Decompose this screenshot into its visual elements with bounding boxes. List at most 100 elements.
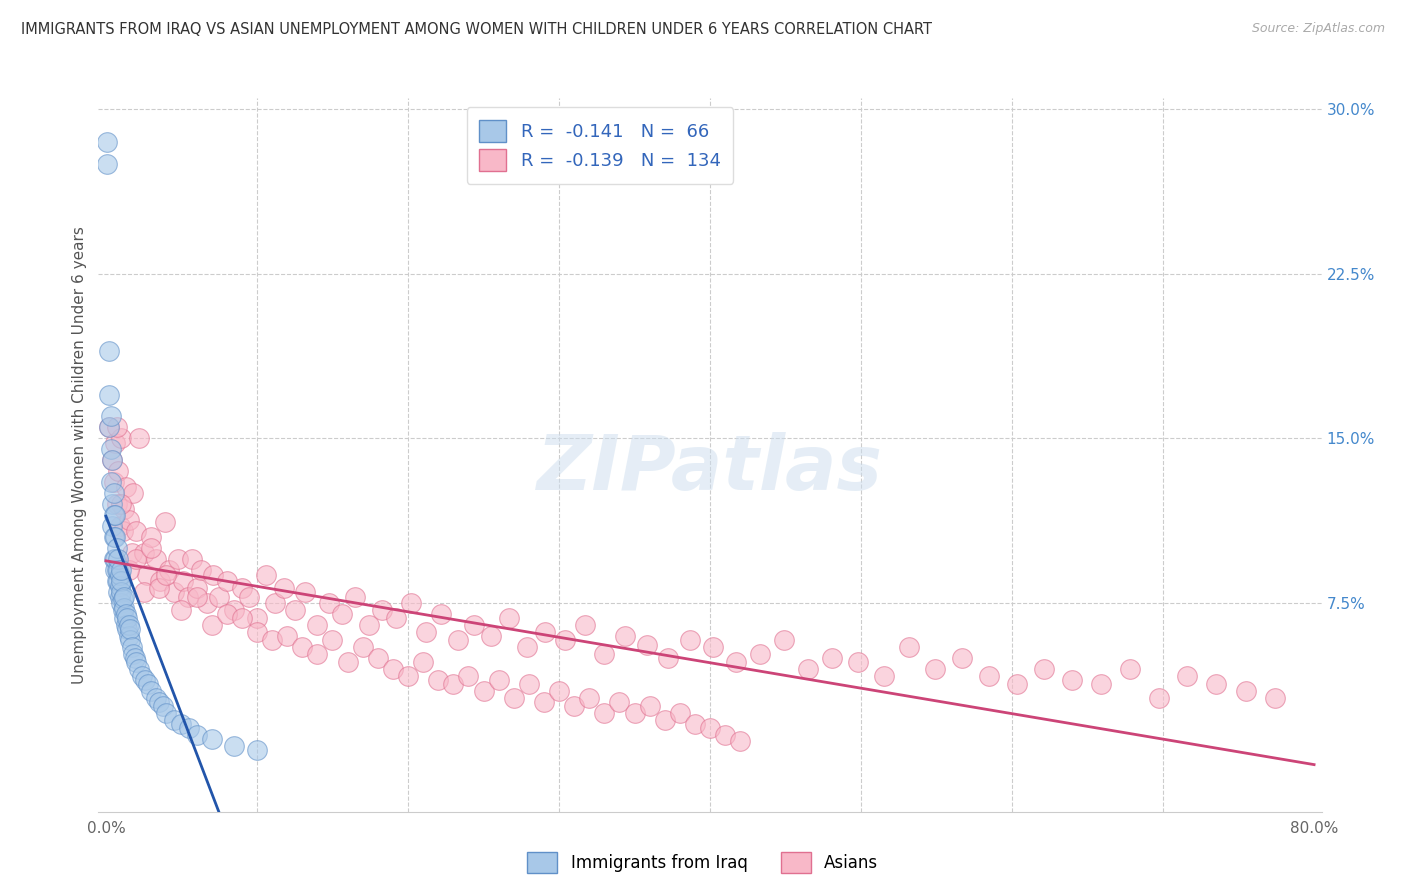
Point	[264, 596, 287, 610]
Point	[344, 590, 367, 604]
Point	[548, 684, 571, 698]
Point	[110, 574, 132, 589]
Point	[385, 611, 408, 625]
Point	[254, 567, 277, 582]
Point	[441, 677, 464, 691]
Point	[1062, 673, 1084, 687]
Point	[381, 662, 404, 676]
Point	[117, 618, 139, 632]
Point	[110, 585, 132, 599]
Point	[195, 596, 218, 610]
Point	[399, 596, 422, 610]
Point	[724, 656, 747, 670]
Point	[1119, 662, 1142, 676]
Point	[683, 717, 706, 731]
Point	[517, 677, 540, 691]
Point	[821, 651, 844, 665]
Point	[533, 695, 555, 709]
Point	[172, 574, 194, 589]
Point	[176, 590, 198, 604]
Point	[208, 590, 231, 604]
Point	[578, 690, 600, 705]
Point	[148, 581, 170, 595]
Point	[291, 640, 314, 654]
Point	[699, 721, 721, 735]
Point	[1234, 684, 1257, 698]
Point	[562, 699, 585, 714]
Point	[427, 673, 450, 687]
Point	[186, 581, 208, 595]
Point	[202, 567, 225, 582]
Point	[145, 552, 167, 566]
Point	[246, 611, 269, 625]
Point	[134, 673, 156, 687]
Point	[122, 486, 145, 500]
Point	[950, 651, 973, 665]
Point	[117, 563, 139, 577]
Point	[125, 656, 148, 670]
Point	[153, 515, 176, 529]
Point	[110, 432, 132, 446]
Point	[114, 607, 136, 621]
Point	[1175, 668, 1198, 682]
Point	[412, 656, 434, 670]
Point	[141, 530, 163, 544]
Point	[318, 596, 340, 610]
Point	[124, 651, 146, 665]
Point	[415, 624, 437, 639]
Point	[488, 673, 510, 687]
Point	[430, 607, 453, 621]
Point	[657, 651, 679, 665]
Point	[107, 552, 129, 566]
Point	[117, 629, 139, 643]
Point	[201, 618, 224, 632]
Point	[702, 640, 724, 654]
Point	[155, 706, 177, 720]
Point	[170, 603, 193, 617]
Point	[108, 519, 131, 533]
Point	[181, 552, 204, 566]
Point	[396, 668, 419, 682]
Point	[110, 596, 132, 610]
Point	[125, 524, 148, 538]
Point	[1090, 677, 1112, 691]
Point	[447, 633, 470, 648]
Point	[101, 453, 124, 467]
Point	[145, 690, 167, 705]
Point	[1147, 690, 1170, 705]
Point	[125, 552, 148, 566]
Point	[101, 497, 124, 511]
Point	[121, 640, 143, 654]
Point	[1005, 677, 1028, 691]
Point	[108, 590, 131, 604]
Point	[679, 633, 702, 648]
Point	[330, 607, 353, 621]
Point	[132, 546, 155, 560]
Point	[115, 611, 138, 625]
Point	[105, 420, 128, 434]
Point	[186, 590, 208, 604]
Point	[96, 157, 118, 171]
Point	[669, 706, 692, 720]
Point	[104, 563, 127, 577]
Point	[103, 508, 125, 523]
Point	[104, 508, 127, 523]
Point	[463, 618, 485, 632]
Point	[284, 603, 307, 617]
Point	[336, 656, 359, 670]
Point	[100, 409, 122, 424]
Point	[111, 603, 134, 617]
Point	[107, 574, 129, 589]
Point	[238, 590, 260, 604]
Point	[224, 603, 246, 617]
Point	[128, 432, 150, 446]
Point	[148, 695, 170, 709]
Point	[357, 618, 380, 632]
Point	[593, 647, 616, 661]
Point	[163, 585, 186, 599]
Point	[1032, 662, 1054, 676]
Point	[155, 567, 177, 582]
Point	[215, 574, 238, 589]
Point	[131, 668, 153, 682]
Point	[112, 501, 135, 516]
